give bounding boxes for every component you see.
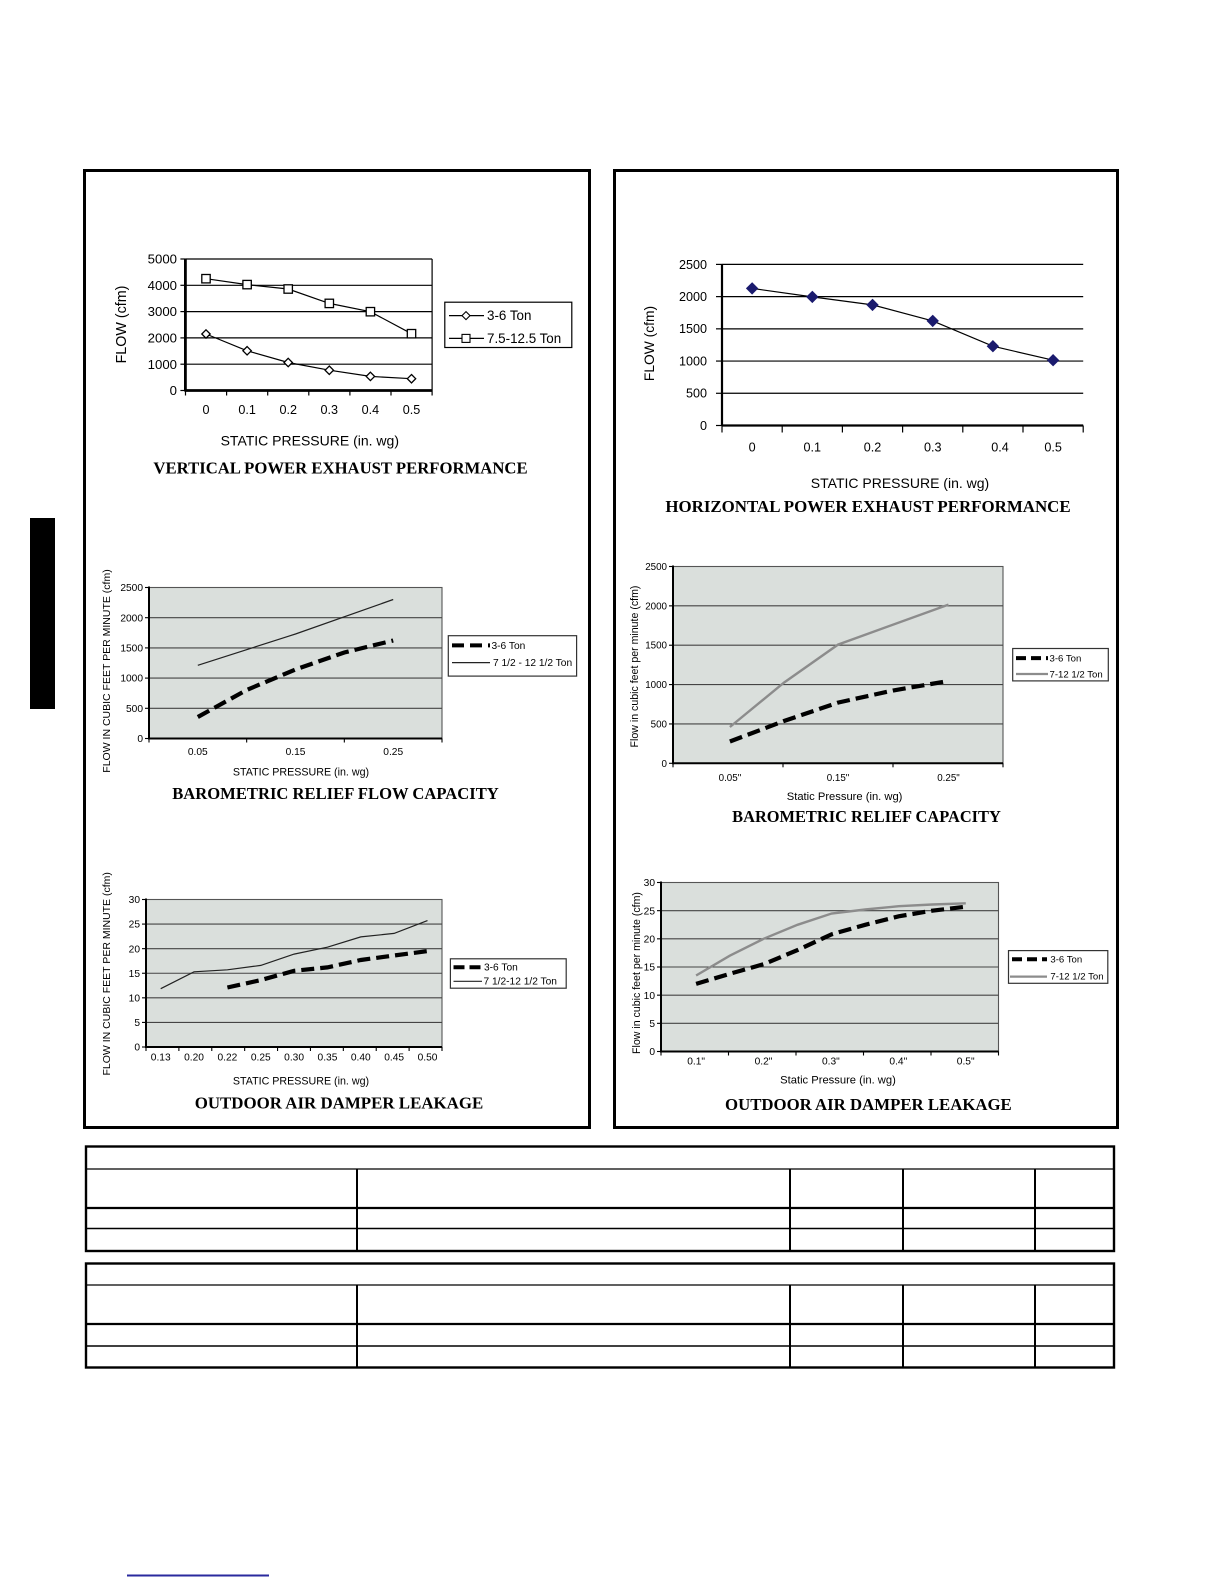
svg-text:4000: 4000 — [148, 278, 177, 293]
svg-text:STATIC PRESSURE (in. wg): STATIC PRESSURE (in. wg) — [221, 433, 399, 449]
svg-text:1000: 1000 — [679, 354, 707, 368]
svg-text:7-12 1/2 Ton: 7-12 1/2 Ton — [1050, 972, 1103, 983]
svg-text:7-12 1/2 Ton: 7-12 1/2 Ton — [1050, 669, 1103, 680]
svg-text:1500: 1500 — [645, 641, 667, 652]
svg-text:2000: 2000 — [120, 613, 143, 624]
svg-text:0: 0 — [662, 759, 668, 770]
svg-text:0.1: 0.1 — [804, 441, 822, 455]
svg-text:0.30: 0.30 — [284, 1053, 304, 1064]
svg-text:FLOW (cfm): FLOW (cfm) — [114, 286, 130, 364]
svg-text:0.4: 0.4 — [362, 403, 380, 417]
svg-text:3-6 Ton: 3-6 Ton — [487, 308, 531, 323]
svg-text:0.3": 0.3" — [822, 1057, 840, 1068]
svg-text:7 1/2 - 12 1/2 Ton: 7 1/2 - 12 1/2 Ton — [493, 658, 572, 669]
svg-text:0.5: 0.5 — [1044, 441, 1062, 455]
svg-text:2500: 2500 — [679, 258, 707, 272]
svg-text:3-6 Ton: 3-6 Ton — [492, 641, 526, 652]
svg-text:0: 0 — [170, 383, 177, 398]
svg-text:0.1: 0.1 — [238, 403, 256, 417]
svg-text:0.15: 0.15 — [286, 747, 306, 758]
svg-text:0.2": 0.2" — [755, 1057, 773, 1068]
svg-text:FLOW IN CUBIC FEET PER MINUTE: FLOW IN CUBIC FEET PER MINUTE (cfm) — [101, 569, 113, 772]
svg-text:5: 5 — [134, 1018, 140, 1029]
svg-text:1500: 1500 — [679, 322, 707, 336]
svg-text:Static Pressure (in. wg): Static Pressure (in. wg) — [787, 791, 903, 803]
svg-text:0: 0 — [700, 419, 707, 433]
svg-text:500: 500 — [651, 719, 668, 730]
svg-text:25: 25 — [644, 906, 656, 917]
svg-text:BAROMETRIC RELIEF CAPACITY: BAROMETRIC RELIEF CAPACITY — [732, 807, 1001, 826]
svg-text:0.22: 0.22 — [217, 1053, 237, 1064]
svg-text:0.1": 0.1" — [687, 1057, 705, 1068]
svg-text:0.5: 0.5 — [403, 403, 421, 417]
svg-text:30: 30 — [644, 878, 656, 889]
svg-text:STATIC PRESSURE (in. wg): STATIC PRESSURE (in. wg) — [233, 767, 369, 779]
svg-text:OUTDOOR AIR DAMPER LEAKAGE: OUTDOOR AIR DAMPER LEAKAGE — [195, 1094, 484, 1113]
svg-text:7 1/2-12 1/2 Ton: 7 1/2-12 1/2 Ton — [484, 977, 557, 988]
svg-text:0.13: 0.13 — [151, 1053, 171, 1064]
svg-text:0.5": 0.5" — [957, 1057, 975, 1068]
svg-text:15: 15 — [129, 969, 141, 980]
svg-text:3-6 Ton: 3-6 Ton — [484, 962, 518, 973]
svg-text:Flow in cubic feet per minute: Flow in cubic feet per minute (cfm) — [629, 586, 641, 748]
svg-text:OUTDOOR AIR DAMPER LEAKAGE: OUTDOOR AIR DAMPER LEAKAGE — [725, 1095, 1012, 1114]
svg-text:20: 20 — [129, 944, 141, 955]
svg-text:1000: 1000 — [645, 680, 667, 691]
svg-text:0.2: 0.2 — [864, 441, 882, 455]
svg-text:Static Pressure (in. wg): Static Pressure (in. wg) — [780, 1075, 896, 1087]
svg-text:0: 0 — [749, 441, 756, 455]
svg-text:0.25: 0.25 — [383, 747, 403, 758]
svg-text:0.3: 0.3 — [924, 441, 942, 455]
svg-text:20: 20 — [644, 934, 656, 945]
svg-text:0.05": 0.05" — [719, 773, 742, 784]
svg-text:HORIZONTAL POWER EXHAUST PERFO: HORIZONTAL POWER EXHAUST PERFORMANCE — [665, 497, 1070, 516]
svg-text:BAROMETRIC RELIEF FLOW CAPACIT: BAROMETRIC RELIEF FLOW CAPACITY — [172, 784, 499, 803]
svg-text:3-6 Ton: 3-6 Ton — [1050, 954, 1082, 965]
svg-text:10: 10 — [129, 993, 141, 1004]
svg-text:25: 25 — [129, 920, 141, 931]
svg-text:0.05: 0.05 — [188, 747, 208, 758]
svg-text:FLOW IN CUBIC FEET PER MINUTE: FLOW IN CUBIC FEET PER MINUTE (cfm) — [101, 872, 113, 1075]
svg-text:0.15": 0.15" — [827, 773, 850, 784]
svg-text:0.35: 0.35 — [318, 1053, 338, 1064]
svg-text:15: 15 — [644, 963, 656, 974]
svg-text:500: 500 — [126, 704, 143, 715]
svg-text:3000: 3000 — [148, 304, 177, 319]
svg-text:STATIC PRESSURE (in. wg): STATIC PRESSURE (in. wg) — [233, 1076, 369, 1088]
svg-text:5000: 5000 — [148, 252, 177, 267]
svg-text:2000: 2000 — [148, 331, 177, 346]
svg-text:1000: 1000 — [148, 357, 177, 372]
svg-text:30: 30 — [129, 895, 141, 906]
svg-text:0.4": 0.4" — [889, 1057, 907, 1068]
svg-text:VERTICAL POWER EXHAUST PERFORM: VERTICAL POWER EXHAUST PERFORMANCE — [153, 459, 527, 478]
svg-text:0: 0 — [649, 1047, 655, 1058]
svg-text:5: 5 — [649, 1019, 655, 1030]
svg-text:Flow in cubic feet per minute: Flow in cubic feet per minute (cfm) — [631, 892, 643, 1054]
svg-text:STATIC PRESSURE (in. wg): STATIC PRESSURE (in. wg) — [811, 475, 989, 491]
svg-text:0.50: 0.50 — [418, 1053, 438, 1064]
svg-text:0.20: 0.20 — [184, 1053, 204, 1064]
svg-text:0: 0 — [137, 734, 143, 745]
svg-text:0.45: 0.45 — [384, 1053, 404, 1064]
svg-text:10: 10 — [644, 991, 656, 1002]
svg-text:0: 0 — [202, 403, 209, 417]
svg-text:0.25: 0.25 — [251, 1053, 271, 1064]
svg-text:1000: 1000 — [120, 674, 143, 685]
svg-text:7.5-12.5 Ton: 7.5-12.5 Ton — [487, 331, 561, 346]
svg-text:1500: 1500 — [120, 644, 143, 655]
svg-text:2000: 2000 — [645, 601, 667, 612]
svg-text:0.4: 0.4 — [991, 441, 1009, 455]
svg-text:0.3: 0.3 — [321, 403, 339, 417]
svg-text:0.40: 0.40 — [351, 1053, 371, 1064]
svg-text:500: 500 — [686, 387, 707, 401]
svg-text:2500: 2500 — [645, 562, 667, 573]
svg-text:0: 0 — [134, 1043, 140, 1054]
svg-text:0.25": 0.25" — [937, 773, 960, 784]
svg-text:3-6 Ton: 3-6 Ton — [1050, 654, 1082, 665]
svg-text:2500: 2500 — [120, 583, 143, 594]
svg-text:FLOW (cfm): FLOW (cfm) — [642, 306, 657, 381]
svg-text:0.2: 0.2 — [279, 403, 297, 417]
svg-text:2000: 2000 — [679, 290, 707, 304]
